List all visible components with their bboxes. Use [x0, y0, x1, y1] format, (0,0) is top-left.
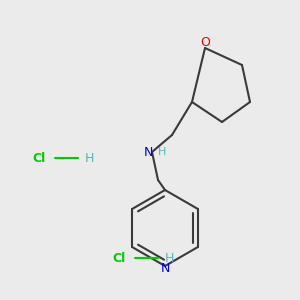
Text: H: H	[85, 152, 94, 164]
Text: Cl: Cl	[112, 251, 125, 265]
Text: Cl: Cl	[32, 152, 45, 164]
Text: N: N	[160, 262, 170, 275]
Text: H: H	[158, 147, 166, 157]
Text: H: H	[165, 251, 174, 265]
Text: O: O	[200, 37, 210, 50]
Text: N: N	[143, 146, 153, 158]
